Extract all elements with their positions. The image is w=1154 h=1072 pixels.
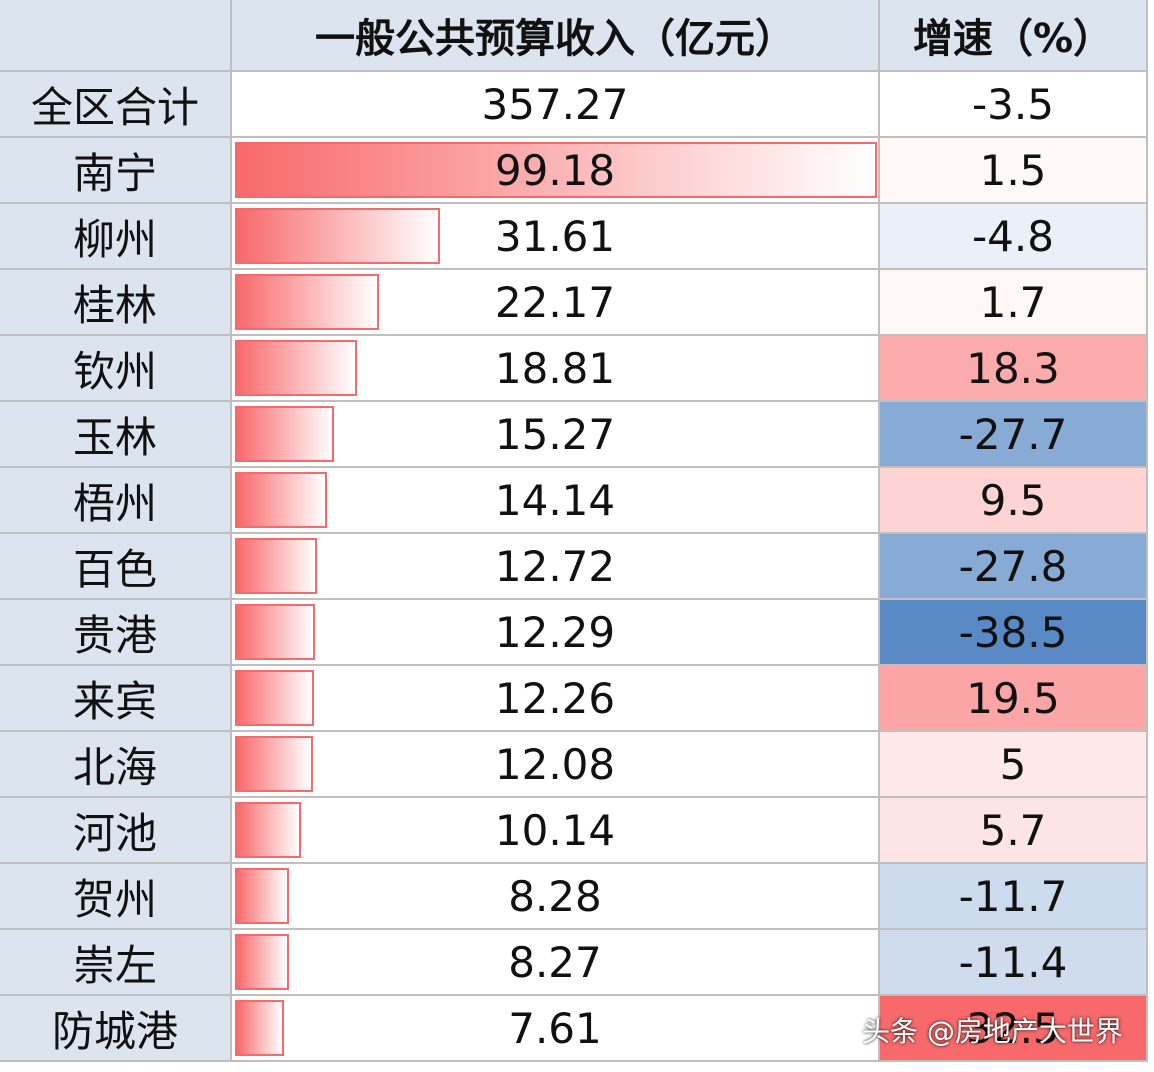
data-bar [235,868,289,924]
watermark: 头条 @房地产大世界 [862,1015,1123,1048]
data-bar [235,340,357,396]
row-label: 来宾 [0,666,232,732]
revenue-value: 18.81 [494,343,616,393]
growth-cell: 5.7 [880,798,1148,864]
revenue-cell: 15.27 [232,402,880,468]
revenue-cell: 31.61 [232,204,880,270]
revenue-value: 357.27 [481,79,629,129]
revenue-value: 22.17 [494,277,616,327]
header-cell: 增速（%） [880,0,1148,72]
revenue-cell: 10.14 [232,798,880,864]
revenue-cell: 12.08 [232,732,880,798]
data-bar [235,538,318,594]
row-label: 桂林 [0,270,232,336]
data-bar [235,934,289,990]
row-label: 贵港 [0,600,232,666]
row-label: 南宁 [0,138,232,204]
revenue-value: 8.27 [508,937,602,987]
revenue-value: 7.61 [508,1003,602,1053]
growth-cell: 1.5 [880,138,1148,204]
growth-cell: -11.4 [880,930,1148,996]
revenue-cell: 22.17 [232,270,880,336]
revenue-cell: 99.18 [232,138,880,204]
growth-cell: -4.8 [880,204,1148,270]
data-bar [235,406,334,462]
revenue-value: 31.61 [494,211,616,261]
growth-cell: -27.8 [880,534,1148,600]
data-bar [235,802,301,858]
revenue-value: 15.27 [494,409,616,459]
data-bar [235,472,327,528]
data-bar [235,670,315,726]
revenue-cell: 12.29 [232,600,880,666]
row-label: 柳州 [0,204,232,270]
data-bar [235,1000,285,1056]
row-label: 防城港 [0,996,232,1062]
growth-cell: 18.3 [880,336,1148,402]
row-label: 百色 [0,534,232,600]
revenue-cell: 14.14 [232,468,880,534]
growth-cell: 19.5 [880,666,1148,732]
revenue-cell: 357.27 [232,72,880,138]
revenue-value: 12.26 [494,673,616,723]
growth-cell: -27.7 [880,402,1148,468]
header-cell [0,0,232,72]
row-label: 全区合计 [0,72,232,138]
revenue-cell: 7.61 [232,996,880,1062]
row-label: 玉林 [0,402,232,468]
data-bar [235,208,440,264]
revenue-value: 14.14 [494,475,616,525]
growth-cell: -3.5 [880,72,1148,138]
growth-cell: -38.5 [880,600,1148,666]
row-label: 钦州 [0,336,232,402]
row-label: 贺州 [0,864,232,930]
revenue-value: 12.72 [494,541,616,591]
growth-cell: 1.7 [880,270,1148,336]
row-label: 崇左 [0,930,232,996]
revenue-cell: 12.26 [232,666,880,732]
growth-cell: 5 [880,732,1148,798]
revenue-value: 12.29 [494,607,616,657]
revenue-cell: 18.81 [232,336,880,402]
growth-cell: 32.5 [880,996,1148,1062]
data-bar [235,736,314,792]
row-label: 河池 [0,798,232,864]
data-bar [235,274,379,330]
revenue-cell: 12.72 [232,534,880,600]
revenue-value: 99.18 [494,145,616,195]
row-label: 梧州 [0,468,232,534]
row-label: 北海 [0,732,232,798]
data-bar [235,142,877,198]
growth-cell: -11.7 [880,864,1148,930]
header-cell: 一般公共预算收入（亿元） [232,0,880,72]
revenue-cell: 8.28 [232,864,880,930]
data-bar [235,604,315,660]
revenue-value: 8.28 [508,871,602,921]
revenue-cell: 8.27 [232,930,880,996]
revenue-value: 10.14 [494,805,616,855]
growth-cell: 9.5 [880,468,1148,534]
revenue-value: 12.08 [494,739,616,789]
